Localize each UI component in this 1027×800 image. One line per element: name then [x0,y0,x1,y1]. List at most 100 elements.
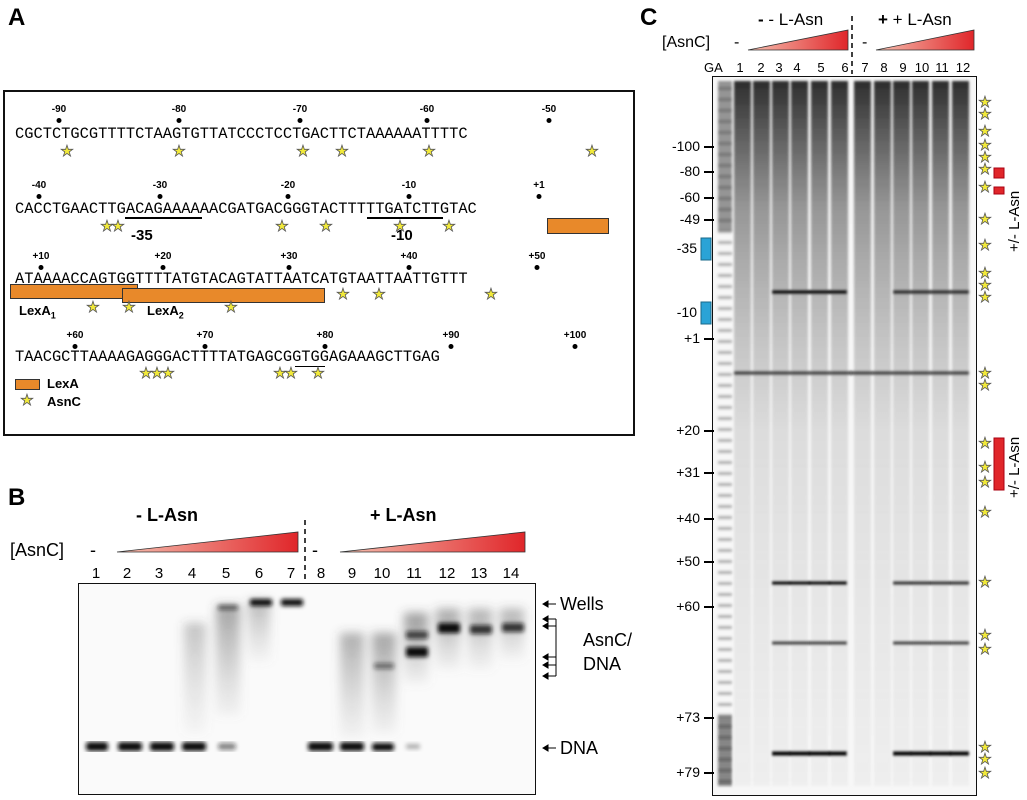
sequence-line-3: ATAAAACCAGTGGTTTTATGTACAGTATTAATCATGTAAT… [15,270,468,288]
red-box-large [993,437,1005,491]
lane-label: 1 [91,565,101,582]
emsa-gel-image [78,583,536,795]
panel-a-letter: A [8,4,26,31]
minus-lasn-label: - L-Asn [136,505,198,525]
c-tick-label: -35 [676,240,697,256]
pos-dot [157,194,163,199]
blue-box-minus10 [700,301,712,325]
asnc-star-icon: ★ [273,365,287,382]
ga-lane-label: GA [704,60,723,75]
c-lane-label: 10 [914,60,930,75]
c-asnc-label: [AsnC] [662,34,711,51]
asnc-star-icon: ★ [978,289,992,306]
c-tick-label: +79 [676,764,700,780]
pos-label: -70 [292,104,308,115]
atg-underline [295,348,325,367]
pos-label: +30 [280,251,298,262]
lane1-minus: - [90,540,96,560]
asnc-star-icon: ★ [978,574,992,591]
asnc-star-icon: ★ [978,365,992,382]
pos-dot [406,194,412,199]
asnc-star-icon: ★ [111,218,125,235]
asnc-star-icon: ★ [139,365,153,382]
asnc-star-icon: ★ [978,265,992,282]
asnc-star-icon: ★ [335,143,349,160]
asnc-star-icon: ★ [422,143,436,160]
c-tick-label: -100 [671,138,700,154]
c-lane-label: 5 [817,60,825,75]
asnc-star-icon: ★ [372,286,386,303]
minus10-highlight [367,199,443,219]
c-lane-label: 3 [775,60,783,75]
asnc-star-icon: ★ [978,161,992,178]
pos-dot [176,118,182,123]
asnc-star-icon: ★ [978,377,992,394]
lane-label: 6 [254,565,264,582]
pos-dot [406,265,412,270]
c-minus-lasn-label: - - L-Asn [758,10,824,29]
pos-label: +50 [528,251,546,262]
asnc-star-icon: ★ [978,641,992,658]
panel-c-letter: C [640,4,658,31]
c-lane1-minus: - [734,34,740,51]
asnc-star-icon: ★ [978,739,992,756]
pos-dot [160,265,166,270]
lexa2-label: LexA2 [147,303,184,321]
pos-dot [286,265,292,270]
c-lane-label: 12 [955,60,971,75]
c-lane-label: 9 [899,60,907,75]
c-tick-label: +50 [676,553,700,569]
legend-asnc-label: AsnC [47,394,81,409]
lane-label: 3 [154,565,164,582]
asnc-star-icon: ★ [86,299,100,316]
c-lane-label: 11 [935,60,949,75]
c-tick-label: -49 [679,211,700,227]
c-tick-label: -10 [676,304,697,320]
asnc-star-icon: ★ [978,474,992,491]
c-tick-label: +31 [676,464,700,480]
asnc-star-icon: ★ [284,365,298,382]
pos-dot [572,344,578,349]
pos-dot [38,265,44,270]
c-tick-label: +20 [676,422,700,438]
lexa1-label: LexA1 [19,303,56,321]
legend-lexa-swatch [15,379,40,390]
pos-label: -90 [51,104,67,115]
asnc-star-icon: ★ [311,365,325,382]
c-plus-lasn-label: + + L-Asn [878,10,952,29]
pos-dot [56,118,62,123]
concentration-triangle-minus [116,531,299,553]
asnc-star-icon: ★ [319,218,333,235]
asnc-star-icon: ★ [978,504,992,521]
asnc-star-icon: ★ [978,123,992,140]
pos-dot [448,344,454,349]
asnc-star-icon: ★ [978,137,992,154]
asnc-star-icon: ★ [172,143,186,160]
pos-dot [322,344,328,349]
pos-dot [546,118,552,123]
lane-label: 8 [316,565,326,582]
asnc-star-icon: ★ [978,237,992,254]
asnc-star-icon: ★ [978,277,992,294]
plus-lasn-label: + L-Asn [370,505,437,525]
asnc-star-icon: ★ [978,459,992,476]
asnc-star-icon: ★ [978,627,992,644]
pos-label: -30 [152,180,168,191]
asnc-star-icon: ★ [60,143,74,160]
asnc-star-icon: ★ [442,218,456,235]
sequence-line-1: CGCTCTGCGTTTTCTAAGTGTTATCCCTCCTGACTTCTAA… [15,125,468,143]
sequence-line-2: CACCTGAACTTGACAGAAAAAACGATGACGGGTACTTTTT… [15,200,477,218]
asnc-star-icon: ★ [122,299,136,316]
panel-b-letter: B [8,484,26,511]
pos-label: +100 [563,330,587,341]
asnc-star-icon: ★ [100,218,114,235]
red-box-small-2 [993,186,1005,195]
asnc-star-icon: ★ [978,179,992,196]
lane-label: 10 [373,565,391,582]
c-tick-label: +73 [676,709,700,725]
pos-dot [424,118,430,123]
pos-dot [72,344,78,349]
asnc-star-icon: ★ [978,211,992,228]
